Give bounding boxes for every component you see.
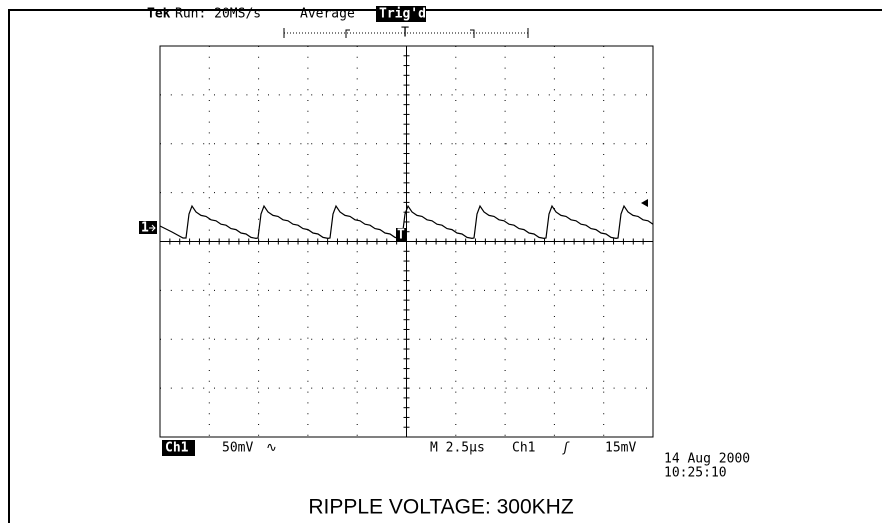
trigger-level-marker	[641, 199, 648, 207]
trigger-badge	[376, 6, 426, 22]
channel-marker: 1	[141, 221, 149, 236]
trigger-position: T	[401, 26, 409, 41]
caption: RIPPLE VOLTAGE: 300KHZ	[308, 496, 573, 519]
date: 14 Aug 2000	[664, 452, 750, 467]
time: 10:25:10	[664, 466, 727, 481]
channel: Ch1	[165, 441, 189, 456]
run-status: Run: 20MS/s	[175, 7, 261, 22]
acq-mode: Average	[300, 7, 355, 22]
trigger-marker: T	[397, 228, 405, 243]
trigger-level: 15mV	[605, 441, 636, 456]
channel-badge	[162, 440, 195, 456]
trigger-marker-bg	[396, 228, 406, 241]
coupling: ∿	[266, 441, 277, 456]
channel-arrow	[149, 224, 156, 232]
trigger-source: Ch1	[512, 441, 535, 456]
graticule	[159, 45, 654, 438]
waveform	[159, 204, 654, 240]
trigger-state: Trig'd	[379, 7, 426, 22]
view-bracket	[345, 29, 475, 38]
trigger-slope: ʃ	[562, 441, 570, 456]
volts-per-div: 50mV	[222, 441, 253, 456]
timebase: M 2.5µs	[430, 441, 485, 456]
brand: Tek	[147, 7, 171, 22]
